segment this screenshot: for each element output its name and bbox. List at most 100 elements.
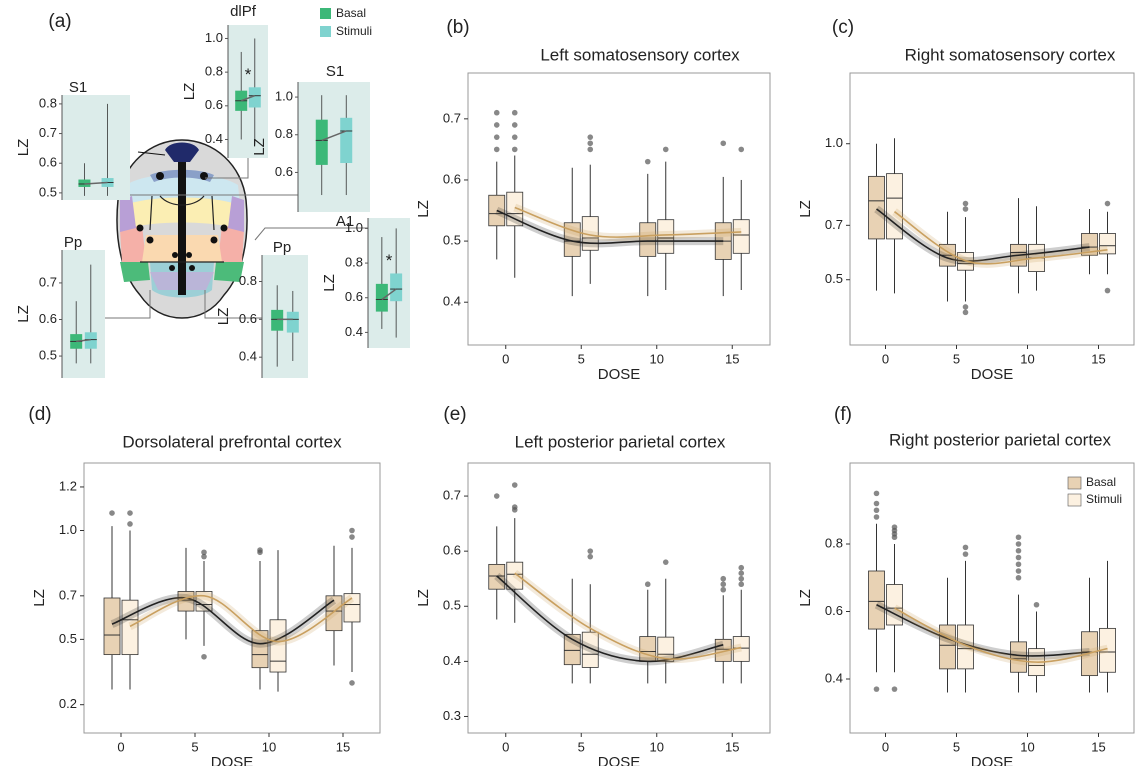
inset-tick-label: 0.8 — [39, 95, 57, 110]
outlier — [962, 309, 969, 316]
outlier — [873, 507, 880, 514]
inset-title: Pp — [64, 234, 82, 251]
x-axis-label: DOSE — [971, 754, 1014, 766]
inset-tick-label: 0.6 — [205, 97, 223, 112]
outlier — [511, 482, 518, 488]
x-tick-label: 15 — [1091, 739, 1105, 754]
legend-label: Basal — [1086, 475, 1116, 489]
x-tick-label: 15 — [1091, 351, 1105, 366]
x-tick-label: 15 — [725, 739, 739, 754]
x-tick-label: 10 — [1020, 739, 1034, 754]
outlier — [962, 304, 969, 310]
median-trend — [76, 338, 91, 343]
fit-line — [496, 575, 724, 663]
outlier — [891, 524, 898, 530]
outlier — [738, 575, 745, 582]
outlier — [738, 570, 745, 577]
fit-line — [876, 208, 1090, 262]
x-tick-label: 15 — [336, 739, 350, 754]
x-axis-label: DOSE — [598, 366, 641, 383]
x-tick-label: 5 — [578, 739, 585, 754]
inset-background — [368, 218, 410, 348]
inset-tick-label: 0.6 — [345, 289, 363, 304]
plot-frame — [849, 72, 1135, 346]
outlier — [962, 206, 969, 212]
y-axis-label: LZ — [797, 200, 814, 218]
box — [375, 283, 388, 312]
x-tick-label: 10 — [262, 739, 276, 754]
inset-tick-label: 0.4 — [345, 324, 363, 339]
outlier — [511, 109, 518, 116]
y-tick-label: 1.2 — [59, 478, 77, 493]
box — [286, 311, 299, 333]
y-tick-label: 0.4 — [825, 670, 843, 685]
inset-background — [298, 82, 370, 212]
inset-y-label: LZ — [15, 305, 32, 323]
outlier — [493, 122, 500, 128]
x-tick-label: 15 — [725, 351, 739, 366]
fit-band — [892, 604, 1109, 667]
inset-title: S1 — [69, 79, 87, 96]
box — [657, 219, 675, 254]
box — [1081, 233, 1098, 256]
outlier — [873, 686, 880, 692]
x-tick-label: 5 — [191, 739, 198, 754]
y-tick-label: 0.6 — [825, 603, 843, 618]
inset-y-label: LZ — [181, 83, 198, 101]
brain-diagram — [105, 139, 368, 319]
plot-frame — [467, 462, 771, 734]
legend-label: Stimuli — [1086, 492, 1122, 506]
inset-tick-label: 0.6 — [239, 311, 257, 326]
inset-title: A1 — [336, 213, 354, 230]
median-trend — [381, 288, 397, 301]
outlier — [1015, 574, 1022, 581]
legend-swatch — [1067, 476, 1082, 490]
outlier — [257, 547, 263, 553]
outlier — [644, 581, 651, 588]
x-tick-label: 10 — [1020, 351, 1034, 366]
fit-line — [514, 206, 742, 238]
outlier — [587, 553, 594, 560]
median-trend — [321, 130, 347, 142]
plot-frame — [849, 462, 1135, 734]
outlier — [511, 134, 518, 140]
outlier — [1015, 547, 1022, 554]
x-tick-label: 0 — [117, 739, 124, 754]
box — [886, 584, 903, 626]
box — [886, 173, 903, 240]
inset-tick-label: 0.5 — [39, 347, 57, 362]
x-tick-label: 0 — [502, 739, 509, 754]
outlier — [738, 146, 745, 153]
box — [1099, 233, 1116, 255]
inset-tick-label: 0.4 — [239, 349, 257, 364]
outlier — [349, 534, 355, 540]
significance-star: * — [245, 65, 252, 84]
panel-label: (c) — [832, 17, 854, 38]
box — [390, 273, 403, 302]
fit-line — [876, 604, 1090, 657]
y-tick-label: 0.5 — [443, 598, 461, 613]
box — [868, 570, 885, 630]
box — [269, 619, 287, 673]
inset-tick-label: 1.0 — [345, 220, 363, 235]
outlier — [738, 564, 745, 571]
inset-background — [228, 25, 268, 158]
outlier — [873, 514, 880, 520]
chart-title: Left posterior parietal cortex — [515, 432, 726, 451]
box — [271, 309, 284, 331]
inset-y-label: LZ — [15, 139, 32, 157]
fit-line — [894, 211, 1108, 265]
fit-line — [111, 597, 335, 645]
inset-tick-label: 1.0 — [275, 89, 293, 104]
median-trend — [240, 95, 256, 102]
panel-label: (b) — [446, 17, 469, 38]
outlier — [109, 510, 115, 516]
x-axis-label: DOSE — [598, 754, 641, 766]
legend-swatch — [320, 26, 331, 37]
legend-label: Basal — [336, 6, 366, 20]
outlier — [1104, 200, 1111, 207]
outlier — [493, 109, 500, 116]
inset-tick-label: 0.8 — [205, 64, 223, 79]
outlier — [662, 146, 669, 153]
plot-frame — [83, 462, 381, 734]
